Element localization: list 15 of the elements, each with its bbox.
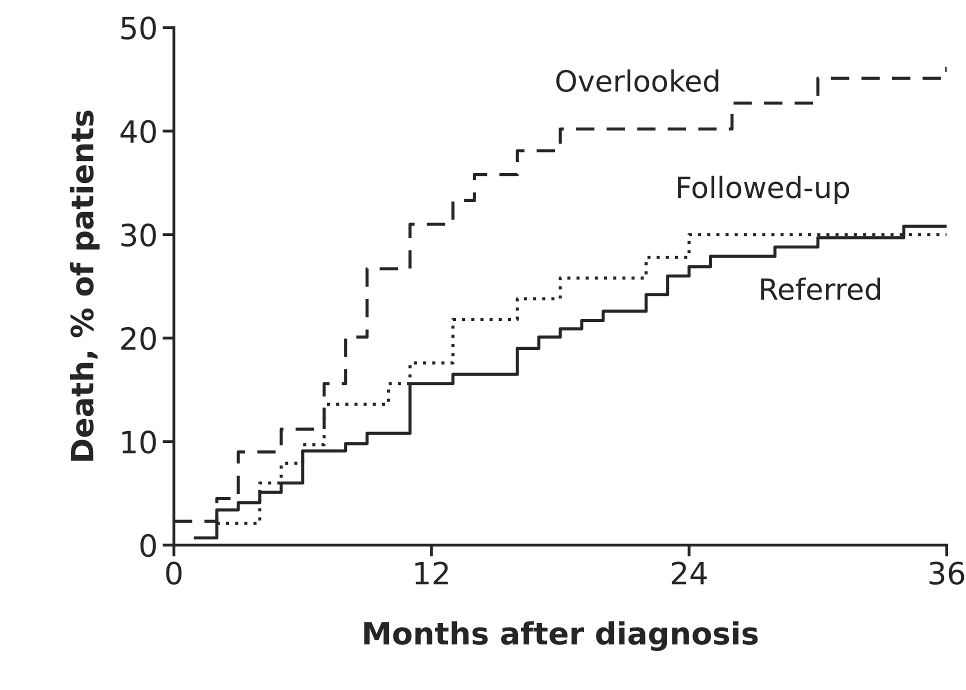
x-tick-label: 24 (672, 562, 707, 584)
y-tick-label: 30 (121, 224, 156, 247)
y-tick-label: 10 (122, 430, 156, 454)
y-axis-title: Death, % of patients (70, 110, 100, 461)
series-label: Overlooked (556, 69, 718, 92)
y-tick-label: 40 (120, 120, 156, 144)
x-tick-label: 12 (415, 562, 448, 584)
y-tick-label: 50 (121, 16, 156, 40)
y-tick-label: 0 (140, 534, 156, 558)
x-tick-label: 0 (166, 562, 182, 585)
x-axis-title: Months after diagnosis (364, 621, 758, 652)
series-label: Followed-up (678, 176, 850, 204)
y-tick-label: 20 (121, 327, 156, 350)
x-tick-label: 36 (930, 562, 964, 585)
series-label: Referred (761, 278, 880, 300)
